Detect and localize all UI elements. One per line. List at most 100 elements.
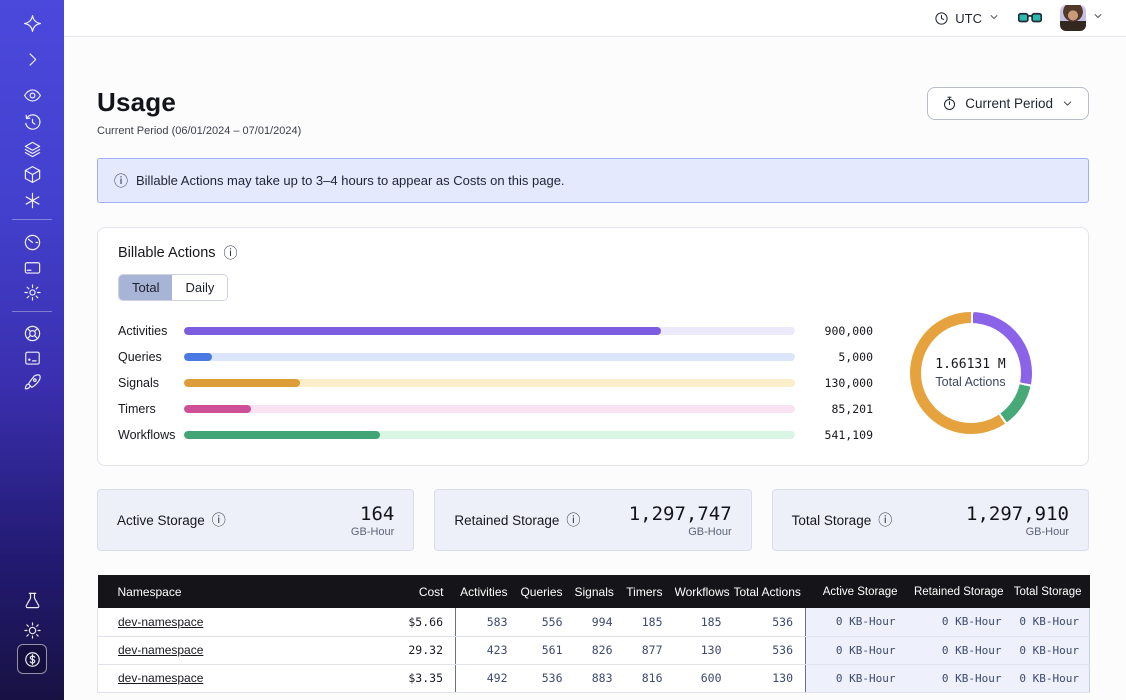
cell-metric: 600 <box>675 664 734 692</box>
bar-track <box>184 353 795 361</box>
chevron-down-icon <box>1061 97 1074 110</box>
timezone-selector[interactable]: UTC <box>934 11 1000 26</box>
bar-label: Queries <box>118 350 184 364</box>
table-header-row: NamespaceCostActivitiesQueriesSignalsTim… <box>98 575 1090 608</box>
cell-metric: 492 <box>456 664 520 692</box>
tab-daily[interactable]: Daily <box>172 275 227 300</box>
active-storage-unit: GB-Hour <box>351 526 394 538</box>
bar-track <box>184 431 795 439</box>
table-row: dev-namespace$5.665835569941851855360 KB… <box>98 608 1090 636</box>
column-header-queries: Queries <box>520 575 575 608</box>
cell-namespace: dev-namespace <box>98 608 378 636</box>
total-storage-label: Total Storage <box>792 513 872 528</box>
info-icon[interactable]: ⓘ <box>212 513 226 527</box>
cell-metric: 130 <box>675 636 734 664</box>
dollar-coin-icon[interactable] <box>17 644 47 674</box>
cell-metric: 816 <box>625 664 675 692</box>
total-storage-card: Total Storage ⓘ 1,297,910 GB-Hour <box>772 489 1089 551</box>
column-header-total-actions: Total Actions <box>734 575 806 608</box>
cell-metric: 826 <box>575 636 625 664</box>
total-storage-value: 1,297,910 <box>966 503 1069 525</box>
history-clock-icon[interactable] <box>17 107 47 137</box>
gear-icon[interactable] <box>17 277 47 307</box>
sun-icon[interactable] <box>17 615 47 645</box>
cell-storage: 0 KB-Hour <box>806 636 906 664</box>
total-storage-unit: GB-Hour <box>966 526 1069 538</box>
namespace-link[interactable]: dev-namespace <box>118 615 203 629</box>
bar-row: Activities900,000 <box>118 318 873 344</box>
cell-cost: $5.66 <box>378 608 456 636</box>
total-actions-value: 1.66131 M <box>935 357 1005 372</box>
bar-value: 85,201 <box>795 402 873 416</box>
avatar <box>1060 5 1086 31</box>
flask-icon[interactable] <box>17 585 47 615</box>
tab-total[interactable]: Total <box>119 275 172 300</box>
main-content: Usage Current Period (06/01/2024 – 07/01… <box>64 37 1126 700</box>
active-storage-value: 164 <box>351 503 394 525</box>
column-header-workflows: Workflows <box>675 575 734 608</box>
info-icon: ⓘ <box>114 174 128 188</box>
topbar: UTC <box>64 0 1126 37</box>
column-header-cost: Cost <box>378 575 456 608</box>
sidebar-divider <box>12 311 52 312</box>
info-icon[interactable]: ⓘ <box>224 246 238 260</box>
namespace-link[interactable]: dev-namespace <box>118 643 203 657</box>
cell-storage: 0 KB-Hour <box>906 636 1012 664</box>
namespace-usage-table: NamespaceCostActivitiesQueriesSignalsTim… <box>97 575 1090 693</box>
cell-storage: 0 KB-Hour <box>1012 664 1090 692</box>
retained-storage-unit: GB-Hour <box>629 526 732 538</box>
sidebar <box>0 0 64 700</box>
cell-storage: 0 KB-Hour <box>906 664 1012 692</box>
bar-label: Timers <box>118 402 184 416</box>
cell-storage: 0 KB-Hour <box>806 608 906 636</box>
bar-value: 541,109 <box>795 428 873 442</box>
chevron-right-icon[interactable] <box>17 44 47 74</box>
glasses-icon[interactable] <box>1018 10 1042 26</box>
billable-actions-title: Billable Actions <box>118 245 216 261</box>
bar-fill <box>184 353 212 361</box>
bar-row: Signals 130,000 <box>118 370 873 396</box>
column-header-retained-storage: Retained Storage <box>906 575 1012 608</box>
table-row: dev-namespace$3.354925368838166001300 KB… <box>98 664 1090 692</box>
bar-value: 900,000 <box>795 324 873 338</box>
retained-storage-label: Retained Storage <box>454 513 559 528</box>
info-icon[interactable]: ⓘ <box>878 513 892 527</box>
total-actions-donut-chart: 1.66131 M Total Actions <box>910 312 1032 434</box>
timezone-label: UTC <box>955 11 982 26</box>
table-row: dev-namespace29.324235618268771305360 KB… <box>98 636 1090 664</box>
eye-icon[interactable] <box>17 80 47 110</box>
active-storage-label: Active Storage <box>117 513 205 528</box>
cell-metric: 556 <box>520 608 575 636</box>
bar-track <box>184 379 795 387</box>
period-dropdown-button[interactable]: Current Period <box>927 87 1089 120</box>
column-header-activities: Activities <box>456 575 520 608</box>
cell-metric: 536 <box>734 608 806 636</box>
table-body: dev-namespace$5.665835569941851855360 KB… <box>98 608 1090 692</box>
column-header-signals: Signals <box>575 575 625 608</box>
cell-metric: 423 <box>456 636 520 664</box>
column-header-total-storage: Total Storage <box>1012 575 1090 608</box>
temporal-logo[interactable] <box>17 8 47 38</box>
cell-namespace: dev-namespace <box>98 636 378 664</box>
cell-metric: 561 <box>520 636 575 664</box>
active-storage-card: Active Storage ⓘ 164 GB-Hour <box>97 489 414 551</box>
donut-center: 1.66131 M Total Actions <box>921 323 1021 423</box>
user-menu[interactable] <box>1060 5 1104 31</box>
cell-storage: 0 KB-Hour <box>1012 608 1090 636</box>
rocket-icon[interactable] <box>17 367 47 397</box>
info-icon[interactable]: ⓘ <box>566 513 580 527</box>
bar-label: Signals <box>118 376 184 390</box>
page-title: Usage <box>97 87 301 118</box>
cell-cost: 29.32 <box>378 636 456 664</box>
billable-bar-chart: Activities900,000Queries5,000Signals130,… <box>118 318 873 448</box>
cell-metric: 185 <box>625 608 675 636</box>
clock-icon <box>934 11 949 26</box>
page-subtitle: Current Period (06/01/2024 – 07/01/2024) <box>97 125 301 137</box>
period-button-label: Current Period <box>965 96 1053 111</box>
asterisk-icon[interactable] <box>17 185 47 215</box>
total-actions-label: Total Actions <box>935 375 1005 389</box>
namespace-link[interactable]: dev-namespace <box>118 671 203 685</box>
bar-value: 130,000 <box>795 376 873 390</box>
retained-storage-card: Retained Storage ⓘ 1,297,747 GB-Hour <box>434 489 751 551</box>
banner-text: Billable Actions may take up to 3–4 hour… <box>136 173 565 188</box>
